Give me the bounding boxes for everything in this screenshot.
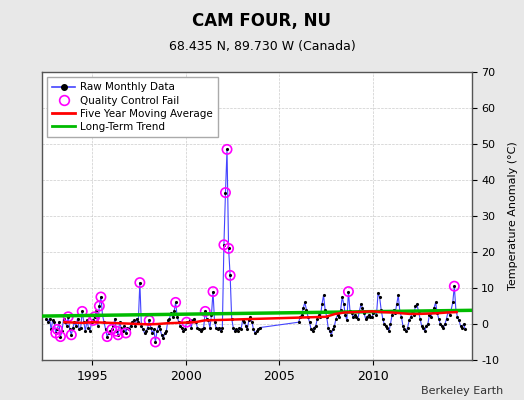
Point	[209, 288, 217, 295]
Point	[171, 299, 180, 306]
Point	[53, 326, 61, 333]
Point	[224, 245, 233, 252]
Legend: Raw Monthly Data, Quality Control Fail, Five Year Moving Average, Long-Term Tren: Raw Monthly Data, Quality Control Fail, …	[47, 77, 219, 137]
Point	[67, 332, 75, 338]
Point	[220, 242, 228, 248]
Point	[450, 283, 458, 290]
Point	[97, 294, 105, 300]
Point	[91, 314, 99, 320]
Point	[112, 328, 121, 334]
Y-axis label: Temperature Anomaly (°C): Temperature Anomaly (°C)	[508, 142, 518, 290]
Text: 68.435 N, 89.730 W (Canada): 68.435 N, 89.730 W (Canada)	[169, 40, 355, 53]
Point	[51, 330, 60, 336]
Point	[122, 330, 130, 336]
Point	[136, 279, 144, 286]
Text: CAM FOUR, NU: CAM FOUR, NU	[192, 12, 332, 30]
Point	[103, 334, 111, 340]
Point	[201, 308, 210, 314]
Point	[151, 339, 160, 345]
Point	[223, 146, 231, 153]
Point	[182, 319, 191, 326]
Point	[114, 332, 122, 338]
Point	[89, 317, 97, 324]
Point	[344, 288, 353, 295]
Point	[95, 303, 104, 309]
Point	[221, 189, 230, 196]
Point	[64, 314, 72, 320]
Point	[145, 317, 154, 324]
Point	[78, 308, 86, 314]
Point	[226, 272, 234, 278]
Point	[107, 326, 116, 333]
Point	[56, 334, 64, 340]
Text: Berkeley Earth: Berkeley Earth	[421, 386, 503, 396]
